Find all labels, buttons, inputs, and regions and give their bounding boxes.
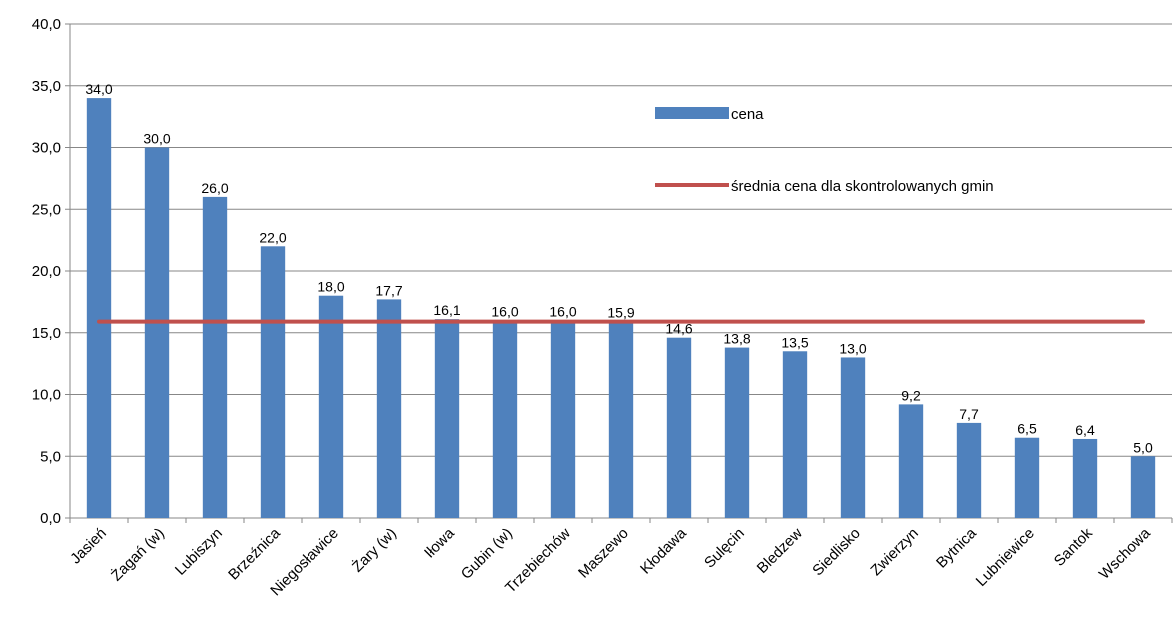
y-tick-label: 10,0 [32,387,61,404]
bar [144,147,170,518]
legend-swatch-cena [655,107,729,119]
legend-label-average: średnia cena dla skontrolowanych gmin [731,178,994,195]
bar-value-label: 34,0 [85,81,112,97]
category-label: Bytnica [933,524,980,571]
y-tick-label: 25,0 [32,201,61,218]
category-label: Sulęcin [701,525,748,572]
y-tick-label: 0,0 [40,510,61,527]
bar-value-label: 13,8 [723,331,750,347]
bar [724,347,750,518]
data-labels: 34,0 30,0 26,0 22,0 18,0 17,7 16,1 16,0 16,0 15,9… [85,81,1153,455]
category-label: Iłowa [421,524,458,561]
bar-value-label: 7,7 [959,406,979,422]
category-label: Siedlisko [809,525,863,579]
y-tick-label: 30,0 [32,140,61,157]
bar-value-label: 22,0 [259,229,286,245]
bar-value-label: 5,0 [1133,439,1153,455]
category-label: Zwierzyn [867,525,921,579]
bar-value-label: 6,4 [1075,422,1095,438]
bars [86,98,1156,519]
bar-value-label: 14,6 [665,321,692,337]
category-label: Santok [1051,524,1096,569]
bar-value-label: 30,0 [143,131,170,147]
bar-value-label: 15,9 [607,305,634,321]
category-label: Bledzew [754,525,806,577]
bar [898,404,924,518]
y-tick-label: 35,0 [32,78,61,95]
bar [202,196,228,518]
category-label: Żagań (w) [107,524,167,584]
bar [492,320,518,518]
bar [318,295,344,518]
bar-value-label: 18,0 [317,279,344,295]
bar-value-label: 17,7 [375,282,402,298]
y-tick-label: 40,0 [32,16,61,33]
y-tick-label: 5,0 [40,448,61,465]
category-label: Jasień [67,525,110,568]
category-label: Kłodawa [637,524,690,577]
bar [956,422,982,518]
bar [840,357,866,518]
y-tick-label: 20,0 [32,263,61,280]
bar-value-label: 16,1 [433,302,460,318]
bar [550,320,576,518]
bar [260,246,286,519]
category-label: Żary (w) [348,524,400,576]
category-label: Gubin (w) [458,525,516,583]
category-label: Lubiszyn [172,525,226,579]
category-label: Wschowa [1096,524,1154,582]
bar [608,321,634,518]
bar [376,299,402,518]
bar [1072,438,1098,518]
y-tick-label: 15,0 [32,325,61,342]
bar [1014,437,1040,518]
bar [666,337,692,518]
legend-label-cena: cena [731,106,764,123]
category-label: Lubniewice [973,525,1038,590]
category-label: Maszewo [575,525,632,582]
category-label: Brzeźnica [225,524,284,583]
legend: cena średnia cena dla skontrolowanych gm… [655,106,994,195]
bar-value-label: 13,0 [839,340,866,356]
bar [1130,456,1156,518]
bar-value-label: 6,5 [1017,421,1037,437]
bar-value-label: 26,0 [201,180,228,196]
bar-value-label: 16,0 [549,303,576,319]
bar-value-label: 16,0 [491,303,518,319]
bar-value-label: 9,2 [901,387,921,403]
bar [782,351,808,518]
bar [86,98,112,518]
bar [434,319,460,518]
bar-value-label: 13,5 [781,334,808,350]
